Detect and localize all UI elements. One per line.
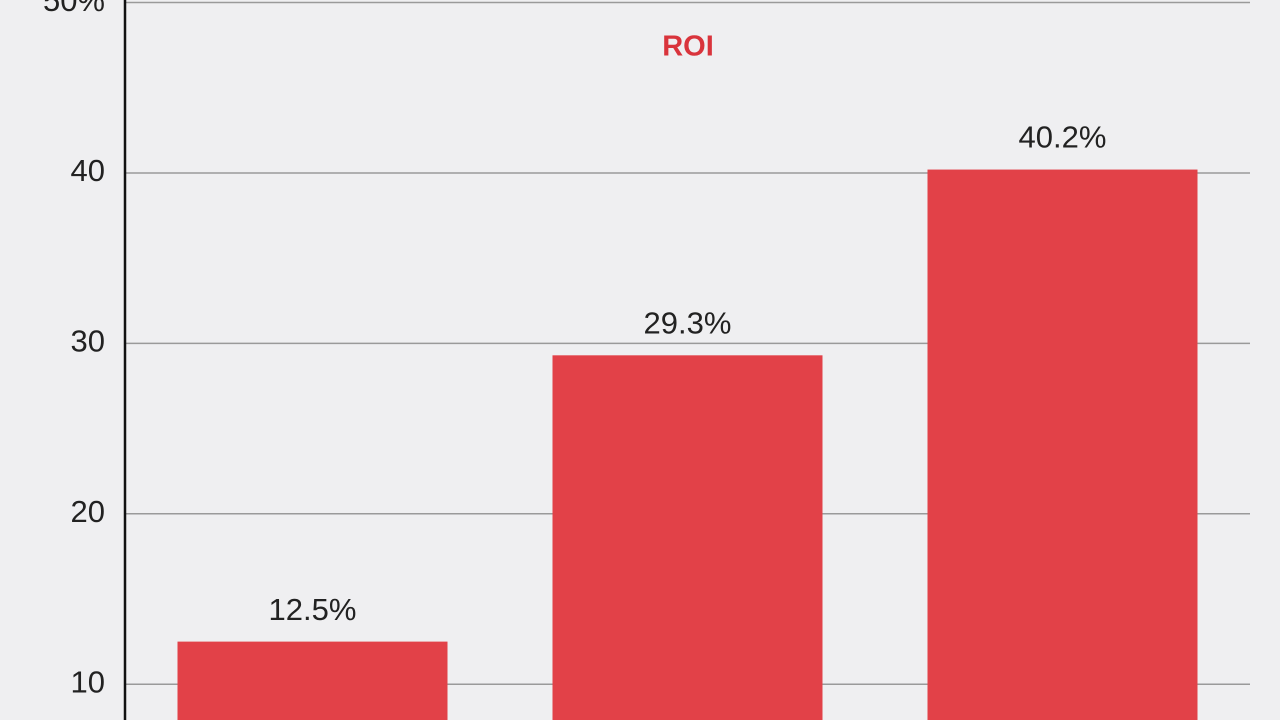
- y-tick-label: 10: [71, 664, 105, 699]
- value-label: 12.5%: [269, 592, 357, 627]
- bar: [927, 169, 1198, 720]
- value-label: 40.2%: [1019, 120, 1107, 155]
- y-tick-label: 20: [71, 494, 105, 529]
- chart-title: ROI: [662, 31, 714, 63]
- y-tick-label: 40: [71, 153, 105, 188]
- bar: [552, 355, 823, 720]
- y-tick-label: 30: [71, 324, 105, 359]
- bar: [177, 641, 448, 720]
- y-tick-label: 50%: [43, 0, 105, 18]
- value-label: 29.3%: [644, 306, 732, 341]
